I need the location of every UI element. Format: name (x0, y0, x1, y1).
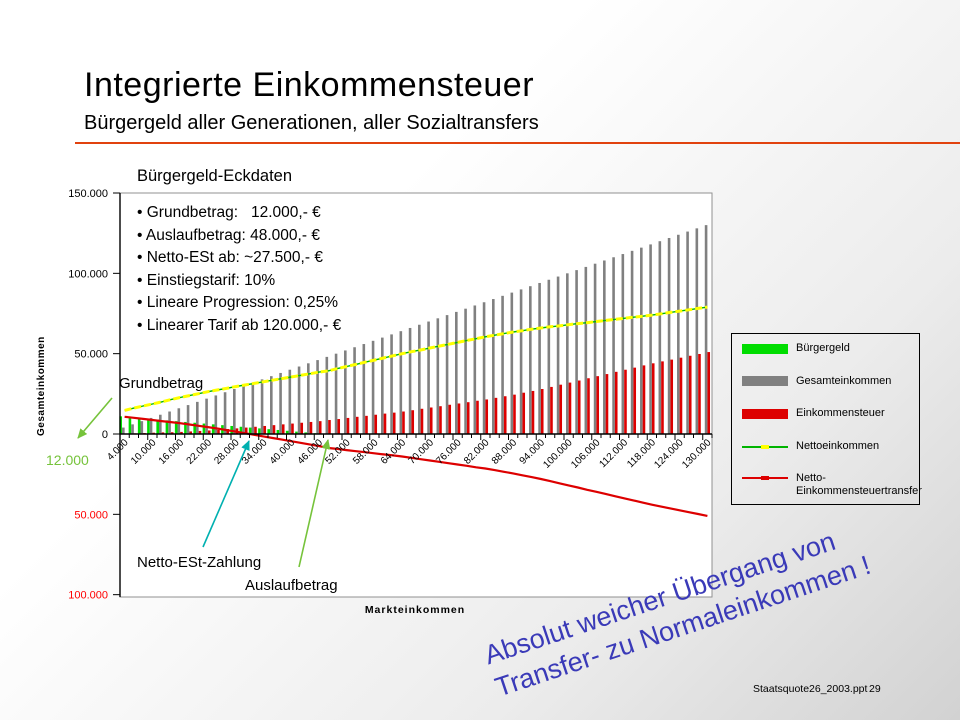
x-axis-title: Markteinkommen (364, 604, 466, 616)
y-tick-labels: 150.000 100.000 50.000 0 50.000 100.000 (68, 188, 120, 602)
eckdaten-item-auslaufbetrag: • Auslaufbetrag: 48.000,- € (137, 226, 320, 244)
legend-label: Bürgergeld (796, 342, 850, 354)
slide-title: Integrierte Einkommensteuer (84, 66, 535, 104)
auslaufbetrag-arrow (298, 439, 331, 568)
gesamteinkommen-swatch-icon (742, 376, 788, 386)
chart-title: Bürgergeld-Eckdaten (137, 167, 293, 185)
eckdaten-item-netto-est: • Netto-ESt ab: ~27.500,- € (137, 249, 323, 266)
footer-page-number: 29 (869, 683, 881, 695)
nettoeinkommen-line-swatch-icon (742, 444, 788, 449)
footer-filename: Staatsquote26_2003.ppt (753, 683, 868, 695)
netto-transfer-line (124, 415, 708, 517)
legend: Bürgergeld Gesamteinkommen Einkommensteu… (731, 333, 922, 505)
legend-label: Einkommensteuer (796, 407, 885, 419)
annotation-arrows (77, 397, 331, 568)
svg-text:100.000: 100.000 (68, 590, 108, 602)
transfer-line-swatch-icon (742, 476, 788, 480)
grundbetrag-value-annotation: 12.000 (46, 452, 89, 468)
svg-text:50.000: 50.000 (74, 509, 108, 521)
slide-subtitle: Bürgergeld aller Generationen, aller Soz… (84, 112, 539, 134)
svg-text:100.000: 100.000 (68, 268, 108, 280)
auslaufbetrag-annotation: Auslaufbetrag (245, 577, 338, 594)
eckdaten-item-einstiegstarif: • Einstiegstarif: 10% (137, 271, 276, 289)
eckdaten-item-grundbetrag: • Grundbetrag: 12.000,- € (137, 204, 321, 221)
buergergeld-swatch-icon (742, 343, 788, 354)
svg-text:150.000: 150.000 (68, 188, 108, 200)
eckdaten-list: • Grundbetrag: 12.000,- € • Auslaufbetra… (137, 202, 341, 337)
svg-text:50.000: 50.000 (74, 349, 108, 361)
legend-label: Nettoeinkommen (796, 439, 880, 452)
legend-item-buergergeld: Bürgergeld (742, 342, 915, 355)
bar-series-1 (122, 225, 708, 434)
netto-est-arrow (202, 440, 250, 548)
accent-rule (75, 142, 960, 144)
legend-item-netto-transfer: Netto-Einkommensteuertransfer (742, 472, 922, 498)
bar-series-2 (124, 352, 711, 434)
eckdaten-item-progression: • Lineare Progression: 0,25% (137, 294, 339, 311)
legend-item-nettoeinkommen: Nettoeinkommen (742, 440, 915, 453)
legend-item-gesamteinkommen: Gesamteinkommen (742, 375, 915, 388)
x-ticks (119, 434, 713, 440)
nettoeinkommen-markers (124, 305, 708, 412)
grundbetrag-annotation: Grundbetrag (119, 375, 204, 392)
grundbetrag-arrow (77, 397, 113, 439)
einkommensteuer-swatch-icon (742, 408, 788, 419)
netto-est-annotation: Netto-ESt-Zahlung (137, 554, 262, 571)
svg-text:0: 0 (102, 429, 108, 441)
legend-label: Gesamteinkommen (796, 374, 892, 387)
y-axis-title: Gesamteinkommen (36, 336, 47, 436)
legend-label: Netto-Einkommensteuertransfer (796, 472, 922, 497)
legend-item-einkommensteuer: Einkommensteuer (742, 407, 915, 420)
eckdaten-item-linearer-tarif: • Linearer Tarif ab 120.000,- € (137, 316, 342, 334)
